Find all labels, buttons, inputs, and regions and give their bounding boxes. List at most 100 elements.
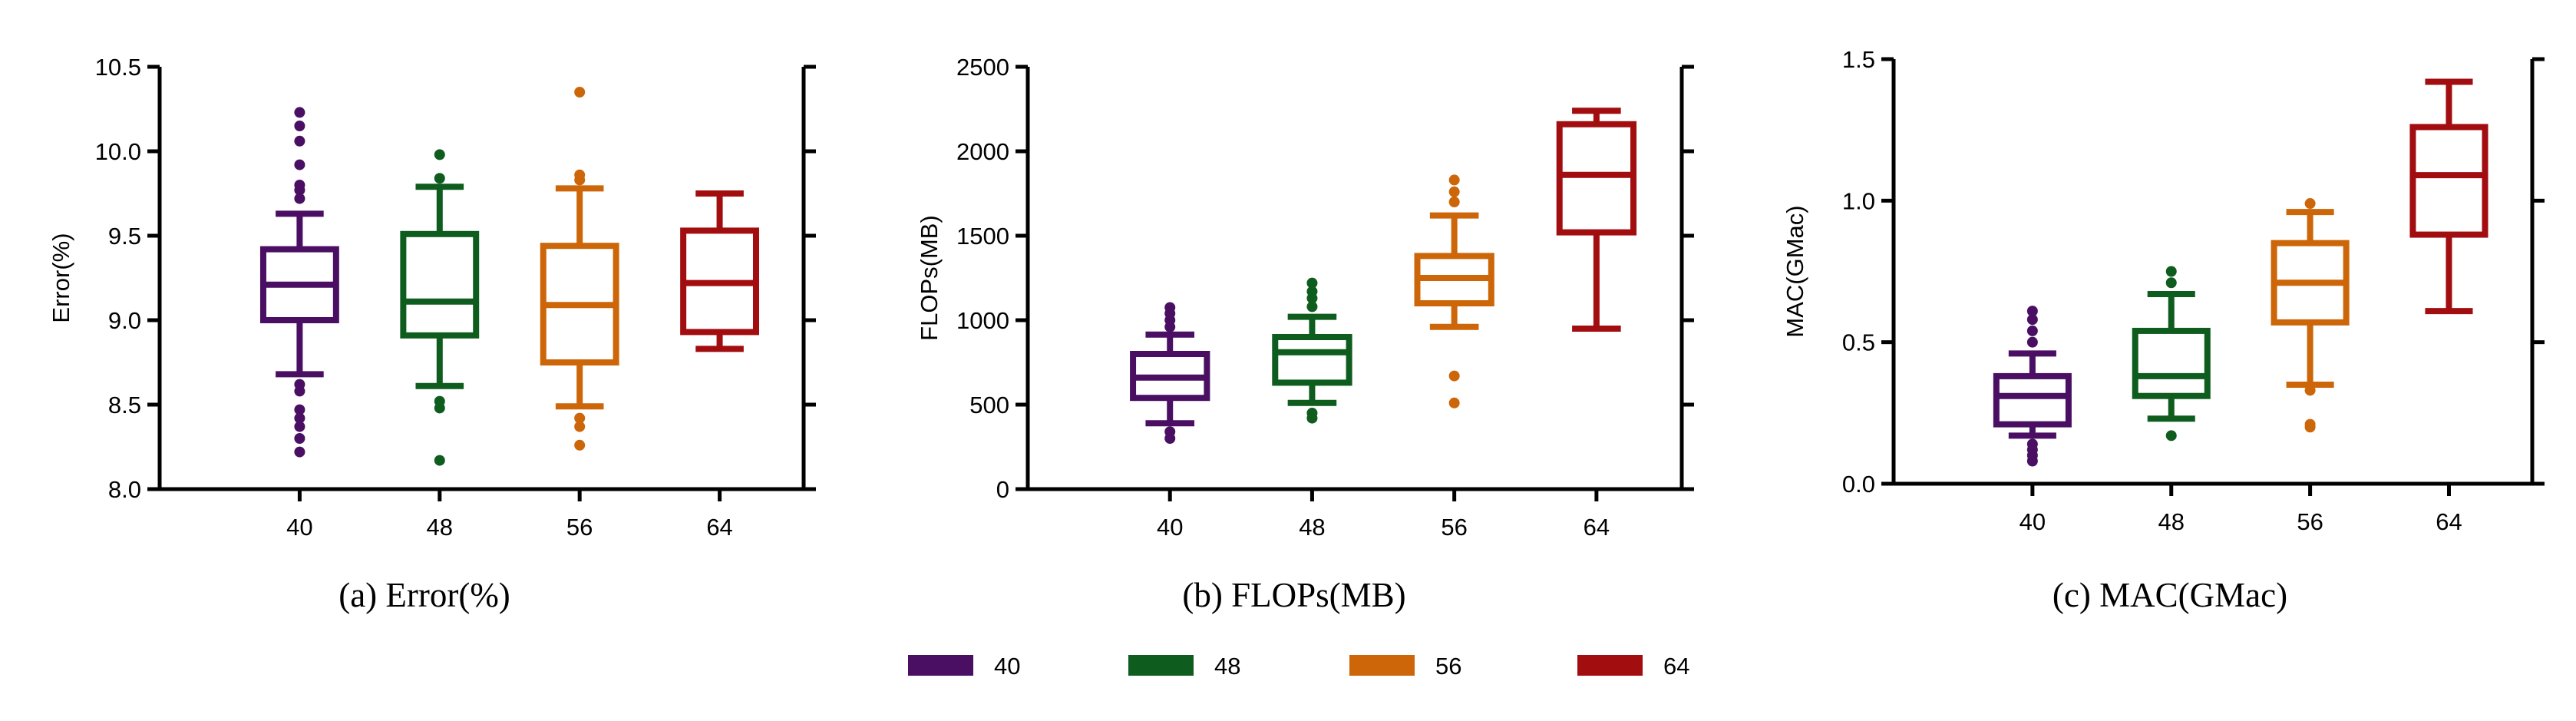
y-tick-label: 0 [996,476,1009,503]
outlier-point [434,149,445,160]
box-64 [2409,78,2488,315]
y-tick-label: 0.5 [1842,329,1875,356]
legend-swatch [1128,655,1194,676]
x-tick-label: 48 [1299,514,1325,541]
x-tick-label: 64 [2436,508,2462,535]
outlier-point [434,455,445,466]
outlier-point [434,402,445,414]
legend-label: 48 [1214,653,1240,680]
panel-mac: 0.0 0.5 1.0 1.5 40 48 56 64 MAC(GMac) (c) MAC(GMa… [1782,46,2545,614]
y-axis-title: Error(%) [48,233,74,322]
outlier-point [294,193,305,204]
outlier-point [1306,412,1318,424]
legend-item-64: 64 [1577,653,1689,680]
x-tick-label: 40 [286,514,312,541]
x-tick-label: 56 [1441,514,1467,541]
y-axis-title: MAC(GMac) [1782,205,1808,337]
legend-label: 56 [1435,653,1461,680]
box-48 [1272,277,1352,424]
x-tick-label: 40 [2020,508,2046,535]
iqr-box [1556,121,1637,236]
outlier-point [1448,186,1460,197]
outlier-point [1306,277,1318,289]
legend-item-48: 48 [1128,653,1240,680]
outlier-point [574,439,586,451]
box-40 [1993,306,2072,467]
outlier-point [294,107,305,118]
panel-caption: (c) MAC(GMac) [2053,576,2287,614]
outlier-point [294,385,305,397]
outlier-point [1306,301,1318,313]
legend-swatch [908,655,973,676]
legend: 40 48 56 64 [908,653,1689,680]
outlier-point [1448,197,1460,207]
iqr-box [2132,327,2211,399]
y-tick-label: 1500 [956,223,1009,250]
panel-caption: (a) Error(%) [339,576,510,614]
outlier-point [1306,286,1318,297]
y-tick-label: 10.5 [95,54,141,81]
panel-caption: (b) FLOPs(MB) [1182,576,1405,614]
y-tick-label: 9.0 [108,307,141,334]
legend-item-56: 56 [1349,653,1461,680]
outlier-point [2026,314,2038,326]
iqr-box [400,230,480,339]
x-tick-label: 56 [566,514,593,541]
legend-item-40: 40 [908,653,1020,680]
box-48 [2132,266,2211,442]
outlier-point [294,404,305,415]
box-64 [680,190,759,352]
outlier-point [434,173,445,184]
x-tick-label: 48 [427,514,453,541]
iqr-box [2409,124,2488,238]
box-56 [2271,198,2350,433]
legend-label: 64 [1663,653,1689,680]
panel-error: 8.0 8.5 9.0 9.5 10.0 10.5 40 48 56 64 Error(%) (a) … [48,54,816,614]
outlier-point [294,446,305,458]
box-56 [1414,174,1494,408]
outlier-point [2304,198,2316,210]
outlier-point [2165,277,2177,289]
outlier-point [574,412,586,424]
outlier-point [294,180,305,190]
y-tick-label: 8.0 [108,476,141,503]
legend-swatch [1349,655,1415,676]
y-tick-label: 500 [969,392,1009,418]
box-40 [1130,302,1210,444]
outlier-point [574,169,586,180]
x-tick-label: 48 [2158,508,2184,535]
box-56 [540,87,619,451]
y-tick-label: 0.0 [1842,471,1875,498]
outlier-point [2165,266,2177,277]
iqr-box [1272,334,1352,386]
legend-swatch [1577,655,1643,676]
outlier-point [2026,306,2038,317]
y-tick-label: 10.0 [95,138,141,165]
x-tick-label: 56 [2297,508,2323,535]
outlier-point [1448,174,1460,186]
y-tick-label: 1.0 [1842,187,1875,214]
outlier-point [2304,422,2316,433]
x-tick-label: 40 [1157,514,1183,541]
x-tick-label: 64 [1584,514,1610,541]
outlier-point [2026,325,2038,336]
outlier-point [1164,433,1176,444]
y-tick-label: 2500 [956,54,1009,81]
iqr-box [1993,372,2072,428]
outlier-point [1448,397,1460,408]
y-axis-title: FLOPs(MB) [916,215,943,341]
outlier-point [574,421,586,432]
box-48 [400,149,480,466]
outlier-point [294,135,305,147]
outlier-point [2026,455,2038,467]
outlier-point [2304,385,2316,396]
outlier-point [294,159,305,170]
y-tick-label: 1000 [956,307,1009,334]
outlier-point [1448,370,1460,382]
outlier-point [1164,302,1176,313]
outlier-point [574,87,586,98]
outlier-point [294,121,305,131]
box-64 [1556,107,1637,332]
outlier-point [294,421,305,432]
